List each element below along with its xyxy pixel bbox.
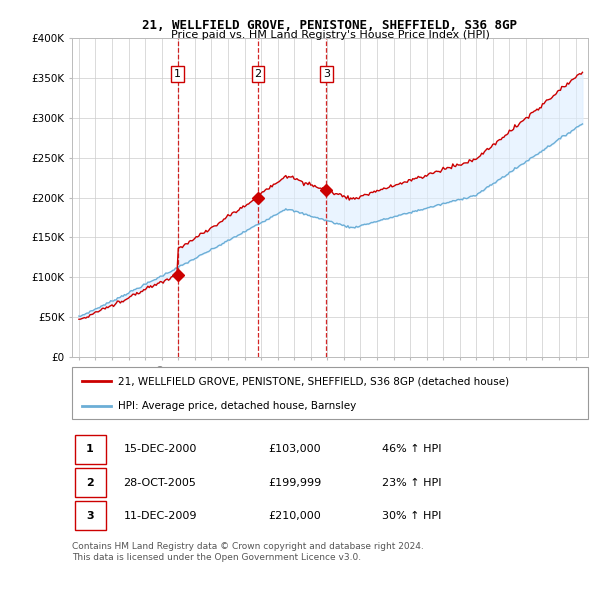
Text: Price paid vs. HM Land Registry's House Price Index (HPI): Price paid vs. HM Land Registry's House … <box>170 30 490 40</box>
Text: 2: 2 <box>86 477 94 487</box>
Text: 21, WELLFIELD GROVE, PENISTONE, SHEFFIELD, S36 8GP (detached house): 21, WELLFIELD GROVE, PENISTONE, SHEFFIEL… <box>118 376 509 386</box>
Text: 2: 2 <box>254 69 262 79</box>
FancyBboxPatch shape <box>74 435 106 464</box>
Text: 30% ↑ HPI: 30% ↑ HPI <box>382 511 441 520</box>
Text: 15-DEC-2000: 15-DEC-2000 <box>124 444 197 454</box>
Text: 3: 3 <box>323 69 330 79</box>
Text: 46% ↑ HPI: 46% ↑ HPI <box>382 444 441 454</box>
Text: 11-DEC-2009: 11-DEC-2009 <box>124 511 197 520</box>
FancyBboxPatch shape <box>72 367 588 418</box>
Text: 23% ↑ HPI: 23% ↑ HPI <box>382 477 441 487</box>
Text: HPI: Average price, detached house, Barnsley: HPI: Average price, detached house, Barn… <box>118 401 356 411</box>
Text: 28-OCT-2005: 28-OCT-2005 <box>124 477 196 487</box>
Text: 1: 1 <box>86 444 94 454</box>
Text: 1: 1 <box>174 69 181 79</box>
FancyBboxPatch shape <box>74 501 106 530</box>
Text: £103,000: £103,000 <box>268 444 321 454</box>
Text: 3: 3 <box>86 511 94 520</box>
Text: 21, WELLFIELD GROVE, PENISTONE, SHEFFIELD, S36 8GP: 21, WELLFIELD GROVE, PENISTONE, SHEFFIEL… <box>143 19 517 32</box>
Text: Contains HM Land Registry data © Crown copyright and database right 2024.
This d: Contains HM Land Registry data © Crown c… <box>72 542 424 562</box>
Text: £210,000: £210,000 <box>268 511 321 520</box>
FancyBboxPatch shape <box>74 468 106 497</box>
Text: £199,999: £199,999 <box>268 477 322 487</box>
